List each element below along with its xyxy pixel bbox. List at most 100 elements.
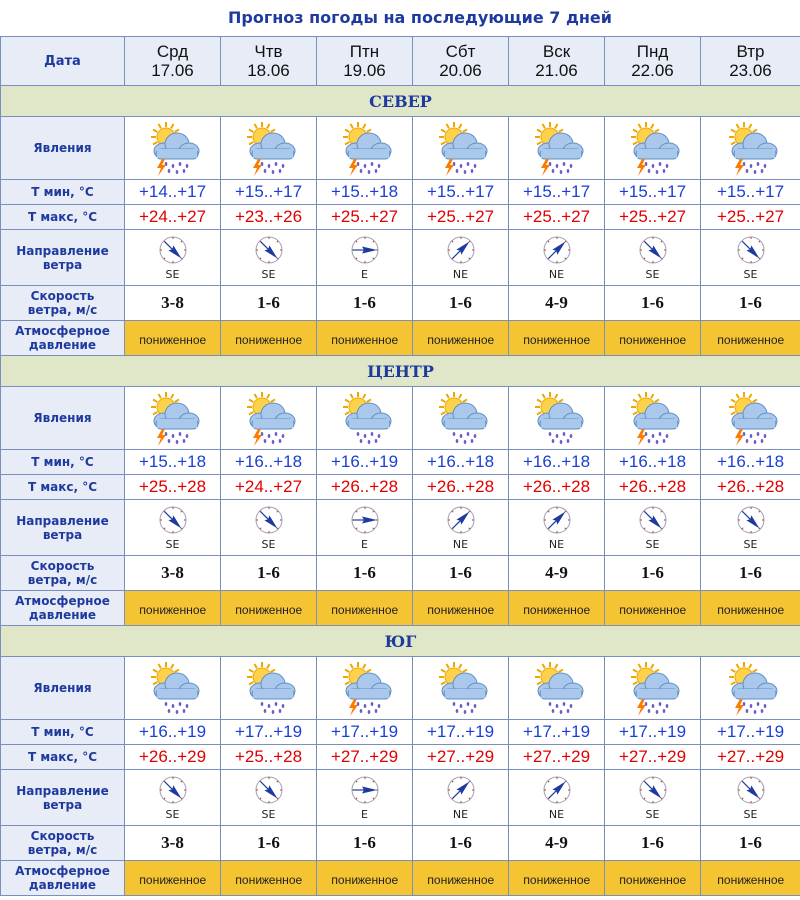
wind-speed-value: 1-6: [449, 293, 472, 312]
day-name: Сбт: [445, 42, 476, 61]
tmin-value: +17..+19: [522, 722, 591, 741]
tmin-value: +17..+19: [330, 722, 399, 741]
phenomena-row: Явления: [0, 116, 800, 180]
tmin-label-text: Т мин, °С: [31, 725, 94, 739]
wind-direction-cell: SE: [700, 499, 800, 556]
wind-direction-icon: [159, 236, 186, 263]
cloud-sun-lightning-rain-icon: [150, 122, 199, 176]
tmax-value: +25..+28: [234, 747, 303, 766]
pressure-label-text: Атмосферное: [15, 324, 110, 338]
pressure-cell: пониженное: [220, 860, 317, 896]
wind-direction-wrap: SE: [125, 775, 220, 821]
wind-direction-cell: SE: [220, 499, 317, 556]
tmax-value: +27..+29: [618, 747, 687, 766]
wind-direction-icon: [447, 506, 474, 533]
tmin-cell: +15..+17: [508, 179, 605, 205]
pressure-value: пониженное: [330, 333, 399, 348]
tmin-cell: +17..+19: [220, 719, 317, 745]
wind-speed-cell: 4-9: [508, 285, 605, 321]
wind-direction-value: SE: [165, 807, 180, 821]
phenomena-cell: [604, 386, 701, 450]
wind-direction-cell: NE: [412, 229, 509, 286]
pressure-label: Атмосферное давление: [0, 860, 125, 896]
tmax-cell: +26..+28: [412, 474, 509, 500]
wind-speed-value: 4-9: [545, 563, 568, 582]
wind-direction-value: E: [361, 807, 368, 821]
tmin-label: Т мин, °С: [0, 179, 125, 205]
wind-direction-wrap: NE: [413, 505, 508, 551]
tmin-value: +15..+17: [716, 182, 785, 201]
tmin-cell: +17..+19: [316, 719, 413, 745]
tmin-value: +15..+17: [234, 182, 303, 201]
wind-direction-value: E: [361, 267, 368, 281]
wind-speed-value: 1-6: [353, 293, 376, 312]
tmin-cell: +16..+19: [316, 449, 413, 475]
tmin-cell: +16..+18: [700, 449, 800, 475]
wind-direction-row: Направление ветра SE SE E NE NE: [0, 499, 800, 556]
wind-direction-row: Направление ветра SE SE E NE NE: [0, 229, 800, 286]
wind-direction-value: SE: [743, 267, 758, 281]
wind-speed-label: Скорость ветра, м/с: [0, 555, 125, 591]
tmin-value: +14..+17: [138, 182, 207, 201]
wind-speed-value: 1-6: [641, 563, 664, 582]
wind-direction-value: SE: [261, 537, 276, 551]
wind-speed-cell: 1-6: [220, 825, 317, 861]
wind-speed-value: 1-6: [739, 293, 762, 312]
wind-speed-cell: 1-6: [412, 825, 509, 861]
tmin-cell: +15..+17: [604, 179, 701, 205]
forecast-table: Дата Срд 17.06 Чтв 18.06 Птн 19.06 Сбт 20.06 Вск…: [0, 36, 800, 896]
wind-speed-value: 1-6: [353, 833, 376, 852]
wind-direction-wrap: SE: [125, 505, 220, 551]
pressure-value: пониженное: [234, 333, 303, 348]
header-row: Дата Срд 17.06 Чтв 18.06 Птн 19.06 Сбт 20.06 Вск…: [0, 36, 800, 86]
phenomena-cell: [700, 116, 800, 180]
tmax-cell: +26..+28: [316, 474, 413, 500]
tmax-cell: +25..+27: [604, 204, 701, 230]
cloud-sun-lightning-rain-icon: [630, 122, 679, 176]
tmax-cell: +25..+27: [412, 204, 509, 230]
cloud-sun-lightning-rain-icon: [342, 122, 391, 176]
wind-speed-value: 1-6: [257, 293, 280, 312]
tmin-value: +16..+19: [138, 722, 207, 741]
cloud-sun-rain-icon: [438, 662, 487, 714]
day-header: Пнд 22.06: [604, 36, 701, 86]
wind-direction-wrap: SE: [701, 505, 800, 551]
phenomena-cell: [700, 386, 800, 450]
phenomena-cell: [412, 386, 509, 450]
tmax-value: +23..+26: [234, 207, 303, 226]
wind-direction-icon: [255, 776, 282, 803]
wind-direction-icon: [543, 506, 570, 533]
pressure-cell: пониженное: [604, 320, 701, 356]
wind-direction-icon: [159, 506, 186, 533]
wind-direction-wrap: SE: [701, 235, 800, 281]
wind-direction-icon: [351, 776, 378, 803]
wind-speed-value: 3-8: [161, 293, 184, 312]
pressure-label-text: давление: [28, 338, 97, 352]
cloud-sun-rain-icon: [342, 392, 391, 444]
wind-direction-icon: [639, 506, 666, 533]
wind-direction-cell: SE: [124, 499, 221, 556]
cloud-sun-lightning-rain-icon: [630, 662, 679, 716]
phenomena-cell: [700, 656, 800, 720]
tmin-cell: +15..+18: [316, 179, 413, 205]
wind-direction-cell: NE: [508, 229, 605, 286]
cloud-sun-lightning-rain-icon: [728, 392, 777, 446]
tmin-row: Т мин, °С +16..+19 +17..+19 +17..+19 +17..+1…: [0, 719, 800, 745]
wind-speed-value: 1-6: [739, 833, 762, 852]
tmax-value: +24..+27: [234, 477, 303, 496]
wind-speed-label-text: Скорость: [30, 559, 95, 573]
pressure-value: пониженное: [522, 873, 591, 888]
pressure-value: пониженное: [330, 603, 399, 618]
pressure-value: пониженное: [138, 603, 207, 618]
wind-speed-value: 1-6: [739, 563, 762, 582]
phenomena-cell: [124, 116, 221, 180]
day-date: 20.06: [439, 61, 482, 80]
phenomena-label: Явления: [0, 386, 125, 450]
cloud-sun-lightning-rain-icon: [438, 122, 487, 176]
tmin-cell: +16..+18: [412, 449, 509, 475]
tmax-value: +25..+27: [330, 207, 399, 226]
wind-speed-value: 1-6: [257, 833, 280, 852]
pressure-value: пониженное: [330, 873, 399, 888]
tmin-value: +15..+17: [618, 182, 687, 201]
wind-speed-label-text: ветра, м/с: [27, 843, 98, 857]
